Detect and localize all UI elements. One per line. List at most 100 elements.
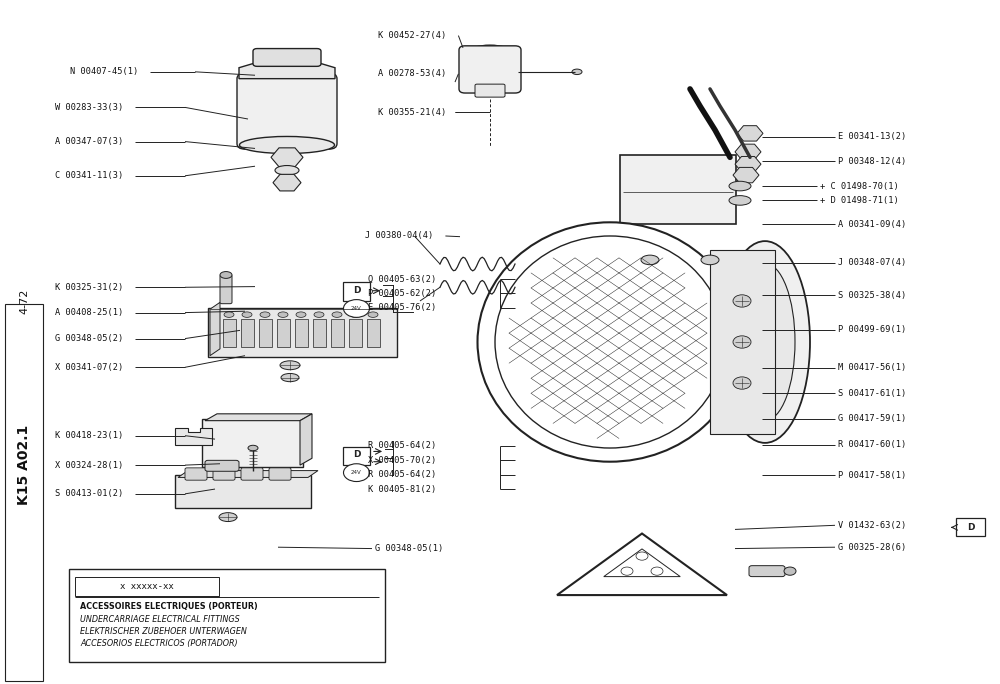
Ellipse shape: [469, 45, 511, 60]
Ellipse shape: [733, 336, 751, 348]
Text: E 00341-13(2): E 00341-13(2): [838, 132, 906, 142]
Ellipse shape: [368, 312, 378, 317]
Ellipse shape: [278, 312, 288, 317]
Ellipse shape: [733, 295, 751, 307]
Ellipse shape: [219, 513, 237, 522]
Text: G 00417-59(1): G 00417-59(1): [838, 414, 906, 423]
Text: W 00283-33(3): W 00283-33(3): [55, 103, 123, 112]
Ellipse shape: [332, 312, 342, 317]
Bar: [259, 319, 272, 347]
Ellipse shape: [729, 196, 751, 205]
Text: A 00278-53(4): A 00278-53(4): [378, 69, 446, 79]
Text: A 00408-25(1): A 00408-25(1): [55, 308, 123, 317]
Text: G 00325-28(6): G 00325-28(6): [838, 542, 906, 552]
Text: X 00341-07(2): X 00341-07(2): [55, 363, 123, 372]
Bar: [331, 319, 344, 347]
FancyBboxPatch shape: [343, 447, 370, 465]
FancyBboxPatch shape: [253, 49, 321, 66]
Ellipse shape: [720, 241, 810, 443]
Ellipse shape: [701, 255, 719, 265]
Ellipse shape: [240, 137, 334, 154]
FancyBboxPatch shape: [175, 475, 311, 508]
FancyBboxPatch shape: [69, 569, 385, 662]
Text: C 00341-11(3): C 00341-11(3): [55, 171, 123, 181]
Bar: [349, 319, 362, 347]
Ellipse shape: [224, 312, 234, 317]
Text: K 00325-31(2): K 00325-31(2): [55, 282, 123, 292]
FancyBboxPatch shape: [269, 468, 291, 480]
Ellipse shape: [280, 361, 300, 369]
Ellipse shape: [296, 312, 306, 317]
FancyBboxPatch shape: [241, 468, 263, 480]
Bar: [5, 304, 43, 681]
Text: G 00348-05(2): G 00348-05(2): [55, 334, 123, 343]
FancyBboxPatch shape: [620, 155, 736, 224]
Text: R 00405-64(2): R 00405-64(2): [368, 441, 436, 451]
Polygon shape: [239, 61, 335, 79]
Ellipse shape: [281, 373, 299, 382]
Circle shape: [344, 300, 370, 317]
Text: X 00405-70(2): X 00405-70(2): [368, 456, 436, 465]
Polygon shape: [205, 414, 312, 421]
Text: x xxxxx-xx: x xxxxx-xx: [120, 582, 174, 592]
FancyBboxPatch shape: [749, 566, 785, 577]
FancyBboxPatch shape: [343, 282, 370, 301]
Polygon shape: [178, 471, 318, 477]
Ellipse shape: [242, 312, 252, 317]
Text: V 01432-63(2): V 01432-63(2): [838, 521, 906, 530]
Text: J 00380-04(4): J 00380-04(4): [365, 231, 433, 241]
Text: J 00348-07(4): J 00348-07(4): [838, 258, 906, 267]
Ellipse shape: [248, 445, 258, 451]
Text: K 00355-21(4): K 00355-21(4): [378, 107, 446, 117]
Text: X 00324-28(1): X 00324-28(1): [55, 460, 123, 470]
FancyBboxPatch shape: [213, 468, 235, 480]
Bar: [223, 319, 236, 347]
Polygon shape: [557, 534, 727, 595]
Ellipse shape: [641, 255, 659, 265]
Bar: [295, 319, 308, 347]
Polygon shape: [175, 428, 212, 445]
Polygon shape: [210, 302, 220, 356]
Text: K 00418-23(1): K 00418-23(1): [55, 431, 123, 440]
Text: ACCESSOIRES ELECTRIQUES (PORTEUR): ACCESSOIRES ELECTRIQUES (PORTEUR): [80, 602, 258, 611]
FancyBboxPatch shape: [459, 46, 521, 93]
Ellipse shape: [350, 312, 360, 317]
Text: ELEKTRISCHER ZUBEHOER UNTERWAGEN: ELEKTRISCHER ZUBEHOER UNTERWAGEN: [80, 627, 247, 636]
Text: A 00347-07(3): A 00347-07(3): [55, 137, 123, 146]
FancyBboxPatch shape: [237, 73, 337, 149]
FancyBboxPatch shape: [710, 250, 775, 434]
Ellipse shape: [729, 181, 751, 191]
Text: S 00325-38(4): S 00325-38(4): [838, 291, 906, 300]
Text: UNDERCARRIAGE ELECTRICAL FITTINGS: UNDERCARRIAGE ELECTRICAL FITTINGS: [80, 614, 240, 624]
Ellipse shape: [478, 222, 742, 462]
Text: E 00405-76(2): E 00405-76(2): [368, 303, 436, 313]
Bar: [367, 319, 380, 347]
FancyBboxPatch shape: [208, 308, 397, 357]
Text: K 00405-81(2): K 00405-81(2): [368, 484, 436, 494]
Ellipse shape: [735, 263, 795, 421]
FancyBboxPatch shape: [956, 518, 985, 536]
FancyBboxPatch shape: [202, 419, 303, 467]
Text: 4-72: 4-72: [19, 288, 29, 314]
Text: 24V: 24V: [351, 470, 362, 475]
Text: K 00452-27(4): K 00452-27(4): [378, 31, 446, 40]
Text: D: D: [353, 450, 360, 460]
Ellipse shape: [733, 377, 751, 389]
FancyBboxPatch shape: [185, 468, 207, 480]
Polygon shape: [300, 414, 312, 465]
Ellipse shape: [784, 567, 796, 575]
Text: P 00417-58(1): P 00417-58(1): [838, 471, 906, 480]
Text: R 00417-60(1): R 00417-60(1): [838, 440, 906, 449]
Text: Q 00405-63(2): Q 00405-63(2): [368, 274, 436, 284]
Ellipse shape: [275, 166, 299, 175]
Ellipse shape: [572, 69, 582, 75]
Bar: [241, 319, 254, 347]
Text: R 00405-64(2): R 00405-64(2): [368, 470, 436, 479]
Circle shape: [344, 464, 370, 482]
FancyBboxPatch shape: [475, 84, 505, 97]
Text: P 00348-12(4): P 00348-12(4): [838, 157, 906, 166]
Text: ACCESORIOS ELECTRICOS (PORTADOR): ACCESORIOS ELECTRICOS (PORTADOR): [80, 639, 238, 648]
Text: 24V: 24V: [351, 306, 362, 311]
Text: A 00341-09(4): A 00341-09(4): [838, 220, 906, 229]
Bar: [313, 319, 326, 347]
